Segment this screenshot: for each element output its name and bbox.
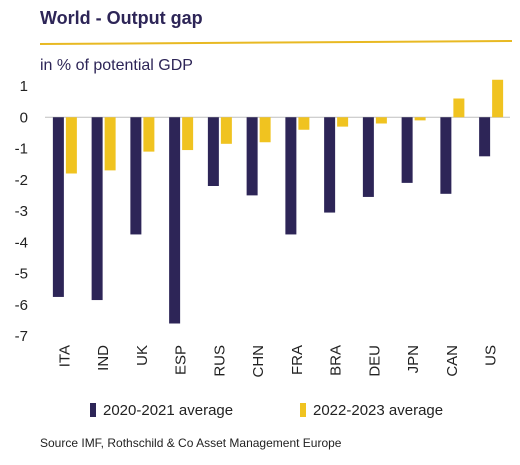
bar-chn-series-1 (246, 117, 258, 196)
x-tick-label-ita: ITA (56, 345, 73, 367)
bar-ita-series-2 (65, 117, 77, 174)
x-tick-label-chn: CHN (250, 345, 267, 378)
bar-uk-series-1 (130, 117, 142, 235)
bar-us-series-1 (479, 117, 491, 157)
y-tick-label: -4 (15, 234, 28, 251)
bar-us-series-2 (492, 79, 504, 118)
y-tick-label: 1 (20, 78, 28, 95)
bar-fra-series-1 (285, 117, 297, 235)
bar-layer (52, 79, 504, 324)
bar-esp-series-1 (169, 117, 181, 324)
bar-deu-series-1 (362, 117, 374, 197)
legend-label-2020-2021: 2020-2021 average (103, 402, 234, 419)
bar-jpn-series-1 (401, 117, 413, 183)
y-tick-label: -6 (15, 297, 28, 314)
x-tick-label-jpn: JPN (405, 345, 422, 373)
bar-uk-series-2 (143, 117, 155, 152)
bar-rus-series-1 (207, 117, 219, 186)
x-tick-label-rus: RUS (211, 345, 228, 377)
legend-swatch-2020-2021 (90, 403, 96, 417)
axis-layer: 1 0 -1 -2 -3 -4 -5 -6 -7 (15, 78, 510, 345)
bar-ind-series-2 (104, 117, 116, 171)
x-tick-label-ind: IND (95, 345, 112, 371)
y-tick-label: -5 (15, 266, 28, 283)
legend-item-2022-2023: 2022-2023 average (300, 402, 443, 419)
bar-bra-series-1 (324, 117, 336, 213)
bar-ita-series-1 (52, 117, 64, 297)
bar-ind-series-1 (91, 117, 103, 301)
bar-can-series-2 (453, 98, 465, 118)
x-tick-label-us: US (483, 345, 500, 366)
legend-swatch-2022-2023 (300, 403, 306, 417)
bar-bra-series-2 (337, 117, 349, 127)
y-tick-label: -7 (15, 328, 28, 345)
bar-fra-series-2 (298, 117, 310, 130)
bar-jpn-series-2 (414, 117, 426, 121)
y-tick-label: -3 (15, 203, 28, 220)
bar-deu-series-2 (375, 117, 387, 124)
y-tick-label: 0 (20, 109, 28, 126)
bar-chn-series-2 (259, 117, 271, 143)
x-tick-label-bra: BRA (328, 345, 345, 376)
title-underline (39, 40, 513, 45)
x-tick-label-can: CAN (444, 345, 461, 377)
x-tick-label-esp: ESP (173, 345, 190, 375)
source-note: Source IMF, Rothschild & Co Asset Manage… (40, 436, 342, 450)
legend-label-2022-2023: 2022-2023 average (313, 402, 444, 419)
label-layer: ITA IND UK ESP RUS CHN FRA BRA DEU JPN CAN US (56, 345, 499, 378)
bar-rus-series-2 (220, 117, 232, 144)
x-tick-label-fra: FRA (289, 345, 306, 375)
bar-can-series-1 (440, 117, 452, 194)
x-tick-label-deu: DEU (366, 345, 383, 377)
chart-subtitle: in % of potential GDP (40, 57, 193, 74)
bar-esp-series-2 (182, 117, 194, 151)
chart-title: World - Output gap (40, 8, 203, 28)
legend-item-2020-2021: 2020-2021 average (90, 402, 233, 419)
x-tick-label-uk: UK (134, 345, 151, 366)
y-tick-label: -1 (15, 141, 28, 158)
y-tick-label: -2 (15, 172, 28, 189)
